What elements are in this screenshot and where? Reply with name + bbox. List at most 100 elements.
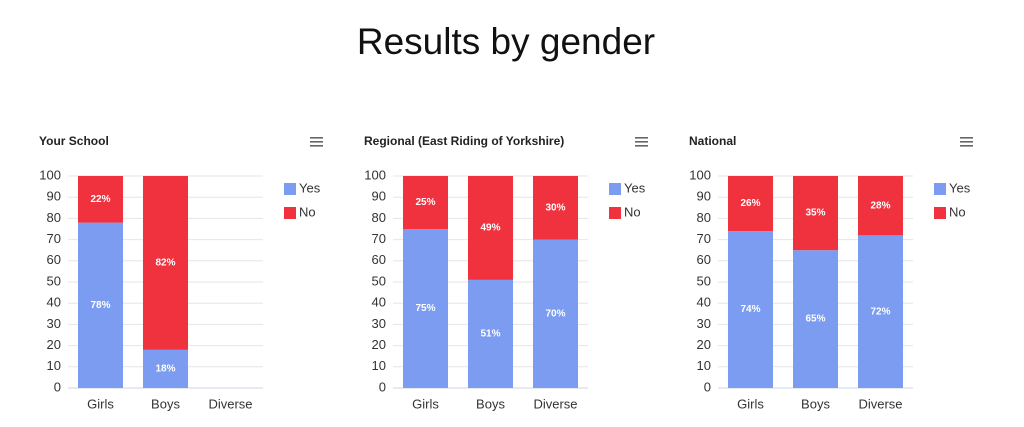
y-tick-label: 50 bbox=[47, 273, 61, 288]
legend-label[interactable]: No bbox=[624, 204, 641, 219]
bar-segment bbox=[858, 235, 903, 388]
x-tick-label: Diverse bbox=[858, 396, 902, 411]
legend-swatch[interactable] bbox=[609, 207, 621, 219]
bar-segment bbox=[403, 176, 448, 229]
menu-icon[interactable] bbox=[960, 137, 973, 139]
bar-segment bbox=[403, 229, 448, 388]
x-tick-label: Girls bbox=[412, 396, 439, 411]
y-tick-label: 20 bbox=[47, 337, 61, 352]
page-title: Results by gender bbox=[357, 21, 655, 62]
menu-icon[interactable] bbox=[310, 141, 323, 143]
legend-label[interactable]: No bbox=[299, 204, 316, 219]
legend-swatch[interactable] bbox=[934, 207, 946, 219]
y-tick-label: 30 bbox=[697, 316, 711, 331]
value-label: 22% bbox=[90, 194, 110, 205]
y-tick-label: 80 bbox=[697, 210, 711, 225]
legend-swatch[interactable] bbox=[934, 183, 946, 195]
legend-swatch[interactable] bbox=[284, 207, 296, 219]
value-label: 28% bbox=[870, 200, 890, 211]
y-tick-label: 0 bbox=[379, 379, 386, 394]
y-tick-label: 10 bbox=[372, 358, 386, 373]
y-tick-label: 10 bbox=[697, 358, 711, 373]
menu-icon[interactable] bbox=[310, 137, 323, 139]
bar-segment bbox=[468, 279, 513, 388]
y-tick-label: 30 bbox=[372, 316, 386, 331]
y-tick-label: 100 bbox=[39, 167, 61, 182]
bar-segment bbox=[468, 176, 513, 280]
y-tick-label: 20 bbox=[697, 337, 711, 352]
y-tick-label: 80 bbox=[47, 210, 61, 225]
value-label: 74% bbox=[740, 304, 760, 315]
y-tick-label: 100 bbox=[364, 167, 386, 182]
y-tick-label: 30 bbox=[47, 316, 61, 331]
y-tick-label: 40 bbox=[47, 295, 61, 310]
bar-segment bbox=[728, 176, 773, 232]
y-tick-label: 70 bbox=[697, 231, 711, 246]
value-label: 70% bbox=[545, 308, 565, 319]
legend-swatch[interactable] bbox=[609, 183, 621, 195]
value-label: 35% bbox=[805, 208, 825, 219]
legend-label[interactable]: Yes bbox=[624, 180, 646, 195]
value-label: 82% bbox=[155, 258, 175, 269]
bar-segment bbox=[533, 176, 578, 240]
chart-title: National bbox=[689, 134, 736, 148]
y-tick-label: 80 bbox=[372, 210, 386, 225]
bar-segment bbox=[78, 222, 123, 388]
y-tick-label: 60 bbox=[697, 252, 711, 267]
menu-icon[interactable] bbox=[635, 141, 648, 143]
bar-segment bbox=[533, 239, 578, 388]
value-label: 30% bbox=[545, 202, 565, 213]
value-label: 78% bbox=[90, 300, 110, 311]
y-tick-label: 100 bbox=[689, 167, 711, 182]
menu-icon[interactable] bbox=[960, 145, 973, 147]
bar-segment bbox=[793, 176, 838, 251]
x-tick-label: Boys bbox=[476, 396, 505, 411]
legend-label[interactable]: Yes bbox=[299, 180, 321, 195]
bar-segment bbox=[143, 176, 188, 350]
x-tick-label: Diverse bbox=[208, 396, 252, 411]
chart-title: Regional (East Riding of Yorkshire) bbox=[364, 134, 564, 148]
y-tick-label: 60 bbox=[47, 252, 61, 267]
y-tick-label: 90 bbox=[47, 189, 61, 204]
x-tick-label: Boys bbox=[801, 396, 830, 411]
y-tick-label: 90 bbox=[372, 189, 386, 204]
value-label: 18% bbox=[155, 364, 175, 375]
y-tick-label: 40 bbox=[697, 295, 711, 310]
x-tick-label: Girls bbox=[737, 396, 764, 411]
legend-swatch[interactable] bbox=[284, 183, 296, 195]
value-label: 51% bbox=[480, 329, 500, 340]
menu-icon[interactable] bbox=[635, 145, 648, 147]
value-label: 75% bbox=[415, 303, 435, 314]
x-tick-label: Boys bbox=[151, 396, 180, 411]
y-tick-label: 40 bbox=[372, 295, 386, 310]
menu-icon[interactable] bbox=[310, 145, 323, 147]
bar-segment bbox=[858, 176, 903, 236]
value-label: 65% bbox=[805, 314, 825, 325]
value-label: 25% bbox=[415, 197, 435, 208]
bar-segment bbox=[78, 176, 123, 223]
y-tick-label: 50 bbox=[372, 273, 386, 288]
x-tick-label: Diverse bbox=[533, 396, 577, 411]
y-tick-label: 50 bbox=[697, 273, 711, 288]
y-tick-label: 70 bbox=[47, 231, 61, 246]
bar-segment bbox=[793, 250, 838, 388]
y-tick-label: 60 bbox=[372, 252, 386, 267]
y-tick-label: 20 bbox=[372, 337, 386, 352]
y-tick-label: 90 bbox=[697, 189, 711, 204]
bar-segment bbox=[143, 349, 188, 388]
y-tick-label: 0 bbox=[704, 379, 711, 394]
chart-title: Your School bbox=[39, 134, 109, 148]
y-tick-label: 70 bbox=[372, 231, 386, 246]
menu-icon[interactable] bbox=[635, 137, 648, 139]
value-label: 49% bbox=[480, 223, 500, 234]
legend-label[interactable]: Yes bbox=[949, 180, 971, 195]
y-tick-label: 10 bbox=[47, 358, 61, 373]
menu-icon[interactable] bbox=[960, 141, 973, 143]
legend-label[interactable]: No bbox=[949, 204, 966, 219]
value-label: 72% bbox=[870, 306, 890, 317]
x-tick-label: Girls bbox=[87, 396, 114, 411]
bar-segment bbox=[728, 231, 773, 388]
y-tick-label: 0 bbox=[54, 379, 61, 394]
value-label: 26% bbox=[740, 198, 760, 209]
